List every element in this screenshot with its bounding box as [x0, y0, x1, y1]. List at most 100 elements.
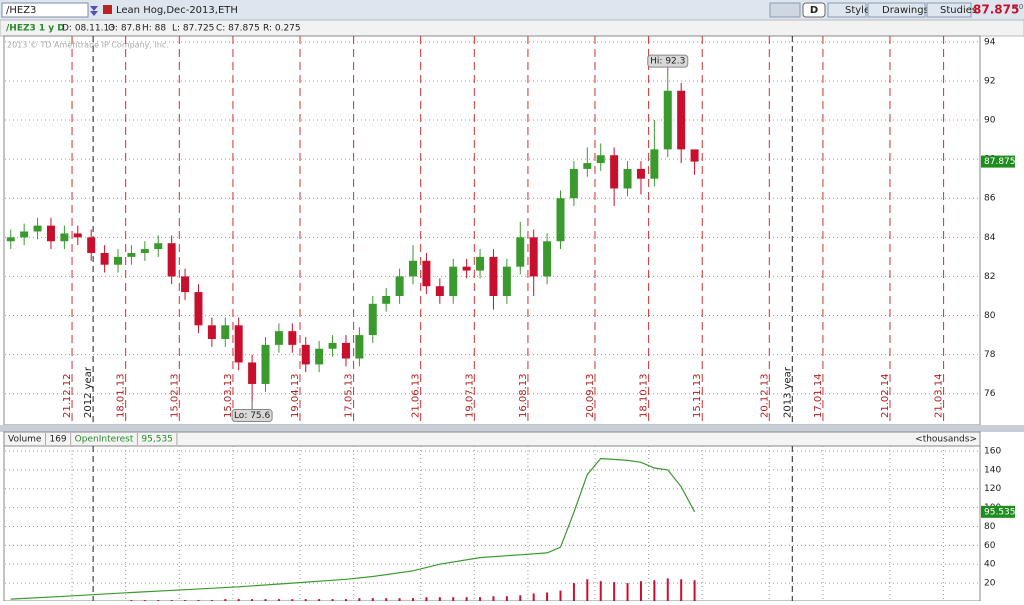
period-button[interactable] — [802, 2, 826, 18]
candle-body — [127, 252, 136, 257]
annotation-box — [647, 54, 689, 68]
studies-button[interactable] — [926, 2, 972, 18]
candle-body — [583, 163, 592, 169]
symbol-arrows[interactable] — [90, 6, 98, 16]
plot-layer: 7678808284868890929420406080100120140160… — [5, 36, 1016, 601]
volume-bar — [452, 597, 455, 601]
candle-body — [677, 90, 686, 150]
volume-bar — [438, 597, 441, 601]
x-tick-label: 19.07.13 — [464, 373, 475, 418]
y-tick-label: 78 — [984, 350, 996, 360]
volume-bar — [613, 582, 616, 601]
candle-body — [288, 331, 297, 345]
volume-bar — [264, 599, 267, 601]
candle-body — [114, 256, 123, 265]
y-tick-label: 84 — [984, 233, 996, 243]
y-tick-label: 86 — [984, 194, 996, 204]
candle-body — [516, 237, 525, 267]
x-tick-label: 16.08.13 — [518, 373, 529, 418]
candle-body — [261, 344, 270, 384]
volume-bar — [572, 583, 575, 601]
candle-body — [636, 168, 645, 179]
volume-bar — [519, 595, 522, 601]
y-tick-label: 140 — [984, 465, 1001, 475]
value-tag-label: 95.535 — [984, 507, 1016, 517]
volume-bar — [532, 593, 535, 601]
volume-bar — [479, 597, 482, 601]
info-high: H: 88 — [142, 24, 166, 34]
info-date: D: 08.11.13 — [62, 24, 115, 34]
legend-entry: Volume — [8, 435, 42, 445]
x-tick-label: 15.02.13 — [169, 373, 180, 418]
candle-body — [422, 260, 431, 287]
candle-body — [368, 303, 377, 336]
y-tick-label: 80 — [984, 311, 996, 321]
price-tag — [981, 155, 1015, 168]
candle-body — [341, 342, 350, 359]
volume-bar — [465, 597, 468, 601]
y-tick-label: 92 — [984, 76, 995, 86]
volume-bar — [492, 596, 495, 601]
annotation-label: Hi: 92.3 — [650, 57, 685, 67]
volume-bar — [385, 598, 388, 601]
candle-body — [623, 168, 632, 189]
panel-splitter[interactable] — [0, 425, 1024, 432]
y-tick-label: 40 — [984, 560, 996, 570]
volume-bar — [371, 598, 374, 601]
info-range: R: 0.275 — [263, 24, 301, 34]
x-tick-label: 21.02.14 — [880, 373, 891, 418]
drawings-button[interactable] — [867, 2, 926, 18]
symbol-input[interactable] — [1, 2, 89, 18]
y-tick-label: 76 — [984, 389, 996, 399]
x-tick-label: 20.09.13 — [585, 373, 596, 418]
candle-body — [301, 344, 310, 365]
info-low: L: 87.725 — [172, 24, 214, 34]
candle-body — [20, 231, 29, 238]
candle-body — [181, 276, 190, 293]
candle-body — [502, 266, 511, 296]
price-panel — [3, 35, 981, 426]
volume-bar — [331, 599, 334, 601]
x-tick-label: 17.01.14 — [813, 373, 824, 418]
volume-bar — [586, 579, 589, 601]
candle-body — [207, 325, 216, 339]
volume-bar — [626, 583, 629, 601]
volume-bar — [277, 599, 280, 601]
candle-body — [449, 266, 458, 296]
candle-body — [355, 335, 364, 359]
candle-body — [690, 149, 699, 162]
y-tick-label: 160 — [984, 447, 1001, 457]
price-tag-label: 87.875 — [984, 157, 1016, 167]
candle-body — [234, 325, 243, 363]
value-tag — [981, 505, 1015, 518]
volume-bar — [559, 590, 562, 601]
tools-button[interactable] — [769, 2, 801, 18]
x-tick-label: 15.11.13 — [692, 373, 703, 418]
candle-body — [556, 198, 565, 242]
candle-body — [435, 286, 444, 296]
style-label: Style — [845, 5, 870, 16]
x-tick-label: 20.12.13 — [759, 373, 770, 418]
info-close: C: 87.875 — [216, 24, 260, 34]
candle-body — [395, 276, 404, 296]
volume-bar — [412, 598, 415, 601]
open-interest-line — [10, 457, 696, 600]
candle-body — [87, 237, 96, 253]
annotation-label: Lo: 75.6 — [234, 411, 271, 421]
x-tick-label: 21.12.12 — [62, 373, 73, 418]
last-price: 87.875 — [973, 3, 1019, 17]
candle-body — [529, 237, 538, 277]
y-tick-label: 80 — [984, 522, 996, 532]
unit-label: <thousands> — [915, 435, 977, 445]
volume-bar — [505, 596, 508, 601]
candle-body — [33, 225, 42, 232]
candle-body — [73, 233, 82, 238]
x-tick-label: 17.05.13 — [344, 373, 355, 418]
y-tick-label: 94 — [984, 37, 996, 47]
candle-body — [476, 256, 485, 271]
style-button[interactable] — [827, 2, 867, 18]
x-tick-label: 18.10.13 — [639, 373, 650, 418]
candle-body — [6, 237, 15, 242]
volume-panel — [3, 445, 981, 602]
